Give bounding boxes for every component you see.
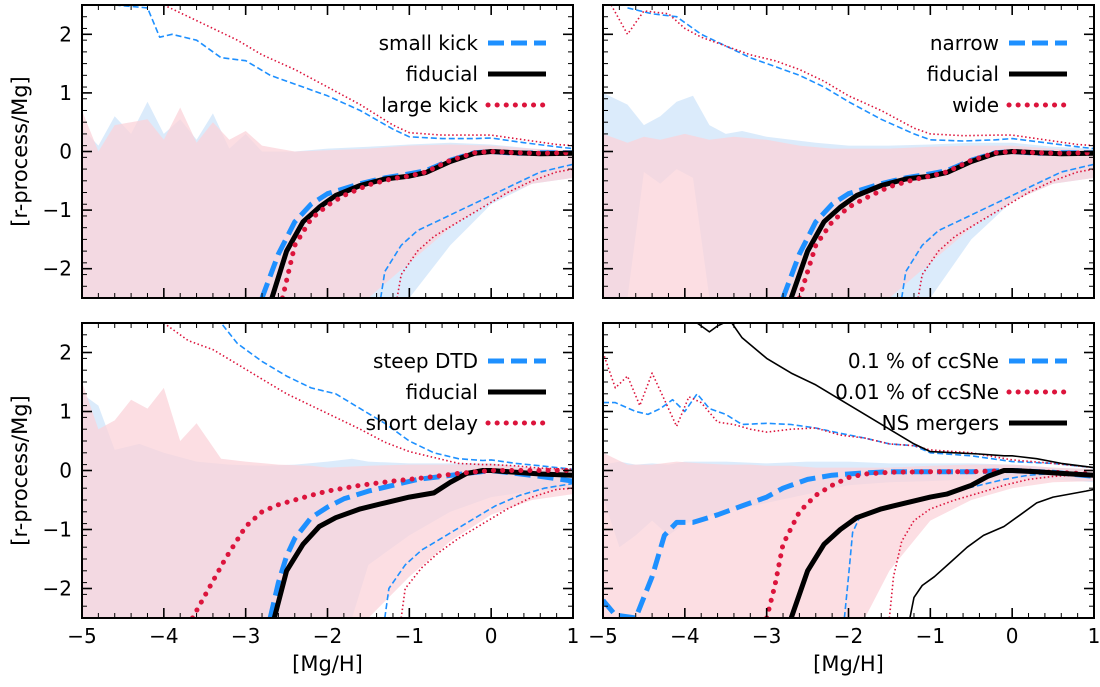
legend: small kick fiducial large kick: [379, 31, 549, 117]
legend-label: short delay: [366, 411, 479, 435]
x-tick-label: −1: [395, 624, 424, 648]
series-narrow-lower: [900, 163, 1094, 298]
series-wide: [796, 149, 1094, 298]
series-short-delay: [190, 468, 573, 618]
x-tick-label: 1: [567, 624, 580, 648]
y-tick-label: −1: [43, 518, 72, 542]
x-axis-label: [Mg/H]: [292, 652, 363, 676]
legend: steep DTD fiducial short delay: [366, 349, 549, 435]
legend-label: NS mergers: [882, 411, 999, 435]
y-tick-label: −1: [43, 198, 72, 222]
legend-label: wide: [952, 93, 999, 117]
y-tick-label: 1: [59, 400, 72, 424]
x-tick-label: −4: [670, 624, 699, 648]
series-ns-mergers: [788, 468, 1094, 618]
x-tick-label: 0: [485, 624, 498, 648]
x-tick-label: −2: [834, 624, 863, 648]
band-red: [603, 133, 1094, 298]
legend: narrow fiducial wide: [927, 31, 1070, 117]
band-red: [82, 382, 573, 618]
x-tick-label: −4: [149, 624, 178, 648]
panel-top-right: narrow fiducial wide: [602, 4, 1095, 299]
x-tick-label: 0: [1006, 624, 1019, 648]
series-small-kick-lower: [379, 163, 573, 298]
x-tick-label: −2: [313, 624, 342, 648]
plot-area: [82, 5, 573, 298]
series-short-delay-upper: [163, 323, 573, 471]
legend-label: fiducial: [406, 62, 478, 86]
series-short-delay-lower: [400, 487, 573, 618]
series-narrow-upper: [627, 7, 1094, 150]
panel-top-left: −2 −1 0 1 2 [r-process/Mg] small kick fiducial l…: [8, 4, 574, 299]
x-tick-label: −3: [752, 624, 781, 648]
series-fiducial: [269, 149, 573, 298]
legend-label: small kick: [379, 31, 479, 55]
legend-label: fiducial: [927, 62, 999, 86]
legend: 0.1 % of ccSNe 0.01 % of ccSNe NS mergers: [835, 349, 1070, 435]
legend-label: large kick: [381, 93, 478, 117]
x-axis-label: [Mg/H]: [813, 652, 884, 676]
legend-label: 0.01 % of ccSNe: [835, 380, 999, 404]
y-axis-label: [r-process/Mg]: [8, 76, 32, 226]
series-ns-mergers-lower: [909, 488, 1094, 618]
band-red: [603, 452, 1094, 618]
legend-label: steep DTD: [373, 349, 478, 373]
x-tick-label: −5: [67, 624, 96, 648]
series-large-kick-upper: [163, 5, 573, 147]
y-tick-label: 2: [59, 22, 72, 46]
x-tick-label: −3: [231, 624, 260, 648]
y-axis-label: [r-process/Mg]: [8, 395, 32, 545]
series-wide-lower: [917, 168, 1094, 298]
x-tick-label: 1: [1088, 624, 1100, 648]
plot-area: [82, 323, 573, 618]
x-tick-label: −1: [916, 624, 945, 648]
series-0-1-pct-of-ccsne-upper: [603, 392, 1094, 469]
panel-bottom-right: −5 −4 −3 −2 −1 0 1 [Mg/H] 0.1 % of ccSNe 0.01 % o…: [588, 322, 1100, 676]
x-tick-label: −5: [588, 624, 617, 648]
series-0-01-pct-of-ccsne-lower: [888, 474, 1094, 618]
plot-area: [603, 5, 1094, 298]
series-small-kick-upper: [114, 5, 573, 150]
series-large-kick-lower: [396, 168, 573, 298]
y-tick-label: 0: [59, 459, 72, 483]
y-tick-label: −2: [43, 257, 72, 281]
legend-label: fiducial: [406, 380, 478, 404]
y-tick-label: −2: [43, 577, 72, 601]
y-tick-label: 1: [59, 81, 72, 105]
series-fiducial: [788, 149, 1094, 298]
panel-bottom-left: −5 −4 −3 −2 −1 0 1 −2 −1 0 1 2 [Mg/H] [r-process/Mg] s…: [8, 322, 580, 676]
series-0-01-pct-of-ccsne-upper: [603, 352, 1094, 469]
series-large-kick: [280, 149, 573, 298]
y-tick-label: 2: [59, 341, 72, 365]
legend-label: 0.1 % of ccSNe: [848, 349, 999, 373]
series-wide-upper: [610, 5, 1094, 147]
legend-label: narrow: [930, 31, 999, 55]
series-steep-dtd-upper: [220, 323, 573, 471]
y-tick-label: 0: [59, 140, 72, 164]
